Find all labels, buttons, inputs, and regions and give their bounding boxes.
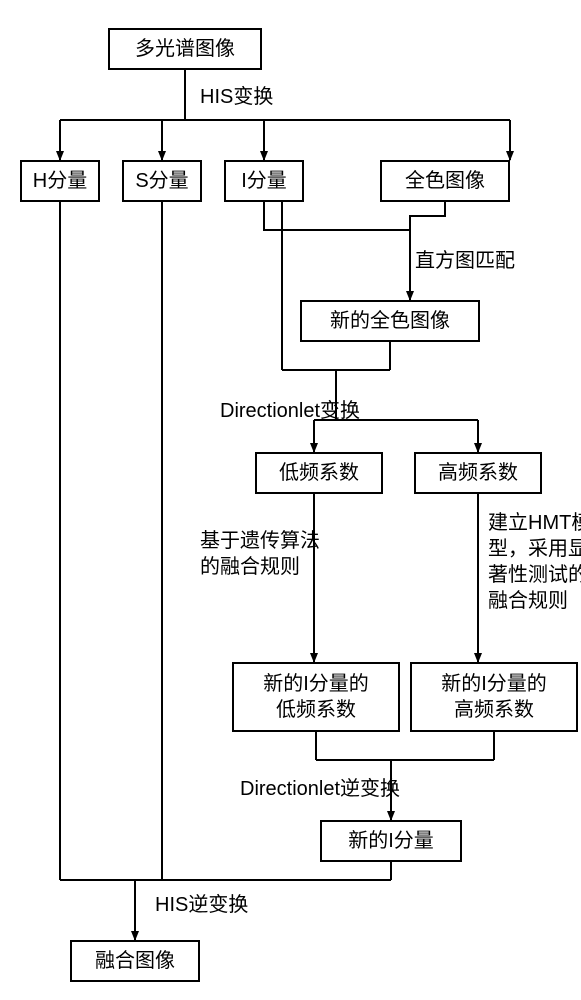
label-hmt-fusion-rule: 建立HMT模 型，采用显 著性测试的 融合规则 [488,510,581,614]
label-his-transform: HIS变换 [200,84,273,110]
node-new-i-high-coeff: 新的I分量的 高频系数 [410,662,578,732]
label-directionlet-transform: Directionlet变换 [220,398,360,424]
node-i-component: I分量 [224,160,304,202]
node-fused-image: 融合图像 [70,940,200,982]
node-h-component: H分量 [20,160,100,202]
flow-edges [0,0,581,1000]
node-new-panchromatic: 新的全色图像 [300,300,480,342]
label-inverse-directionlet: Directionlet逆变换 [240,776,400,802]
node-low-freq-coeff: 低频系数 [255,452,383,494]
label-inverse-his: HIS逆变换 [155,892,248,918]
node-new-i-low-coeff: 新的I分量的 低频系数 [232,662,400,732]
node-multispectral-input: 多光谱图像 [108,28,262,70]
label-histogram-match: 直方图匹配 [415,248,515,274]
node-panchromatic: 全色图像 [380,160,510,202]
node-new-i-component: 新的I分量 [320,820,462,862]
node-s-component: S分量 [122,160,202,202]
label-ga-fusion-rule: 基于遗传算法 的融合规则 [200,528,320,580]
node-high-freq-coeff: 高频系数 [414,452,542,494]
